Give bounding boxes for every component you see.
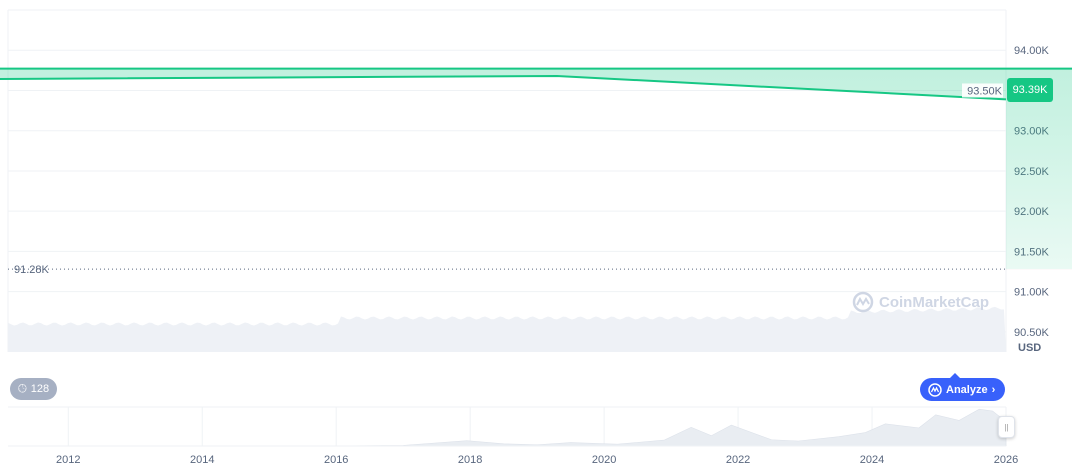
watermark-text: CoinMarketCap — [879, 293, 990, 311]
baseline-label: 91.28K — [14, 264, 50, 276]
navigator-year-label: 2024 — [860, 454, 884, 466]
coinmarketcap-watermark: CoinMarketCap — [852, 291, 989, 313]
y-tick-label: 91.00K — [1014, 287, 1050, 299]
navigator-year-label: 2020 — [592, 454, 616, 466]
navigator-year-label: 2018 — [458, 454, 482, 466]
coinmarketcap-logo-icon — [852, 291, 874, 313]
analyze-label: Analyze — [946, 383, 988, 396]
navigator-year-label: 2014 — [190, 454, 214, 466]
y-tick-label: 90.50K — [1014, 327, 1050, 339]
navigator-year-label: 2026 — [994, 454, 1018, 466]
current-price-badge: 93.39K — [1007, 78, 1053, 102]
navigator-year-label: 2016 — [324, 454, 348, 466]
y-tick-label-bg — [962, 83, 1003, 98]
navigator-year-label: 2022 — [726, 454, 750, 466]
y-tick-label: 93.50K — [967, 85, 1003, 97]
navigator-area — [7, 408, 1007, 447]
navigator-year-label: 2012 — [56, 454, 80, 466]
history-icon: 🕒︎ — [18, 382, 27, 395]
history-count-pill[interactable]: 🕒︎ 128 — [10, 378, 58, 400]
navigator-handle[interactable]: || — [998, 416, 1015, 438]
analyze-button[interactable]: Analyze › — [920, 373, 1006, 401]
currency-label: USD — [1018, 342, 1042, 354]
y-tick-label: 94.00K — [1014, 45, 1050, 57]
chevron-right-icon: › — [991, 383, 996, 396]
analyze-icon — [928, 382, 942, 397]
history-count: 128 — [30, 383, 50, 395]
volume-bars — [8, 306, 1006, 352]
